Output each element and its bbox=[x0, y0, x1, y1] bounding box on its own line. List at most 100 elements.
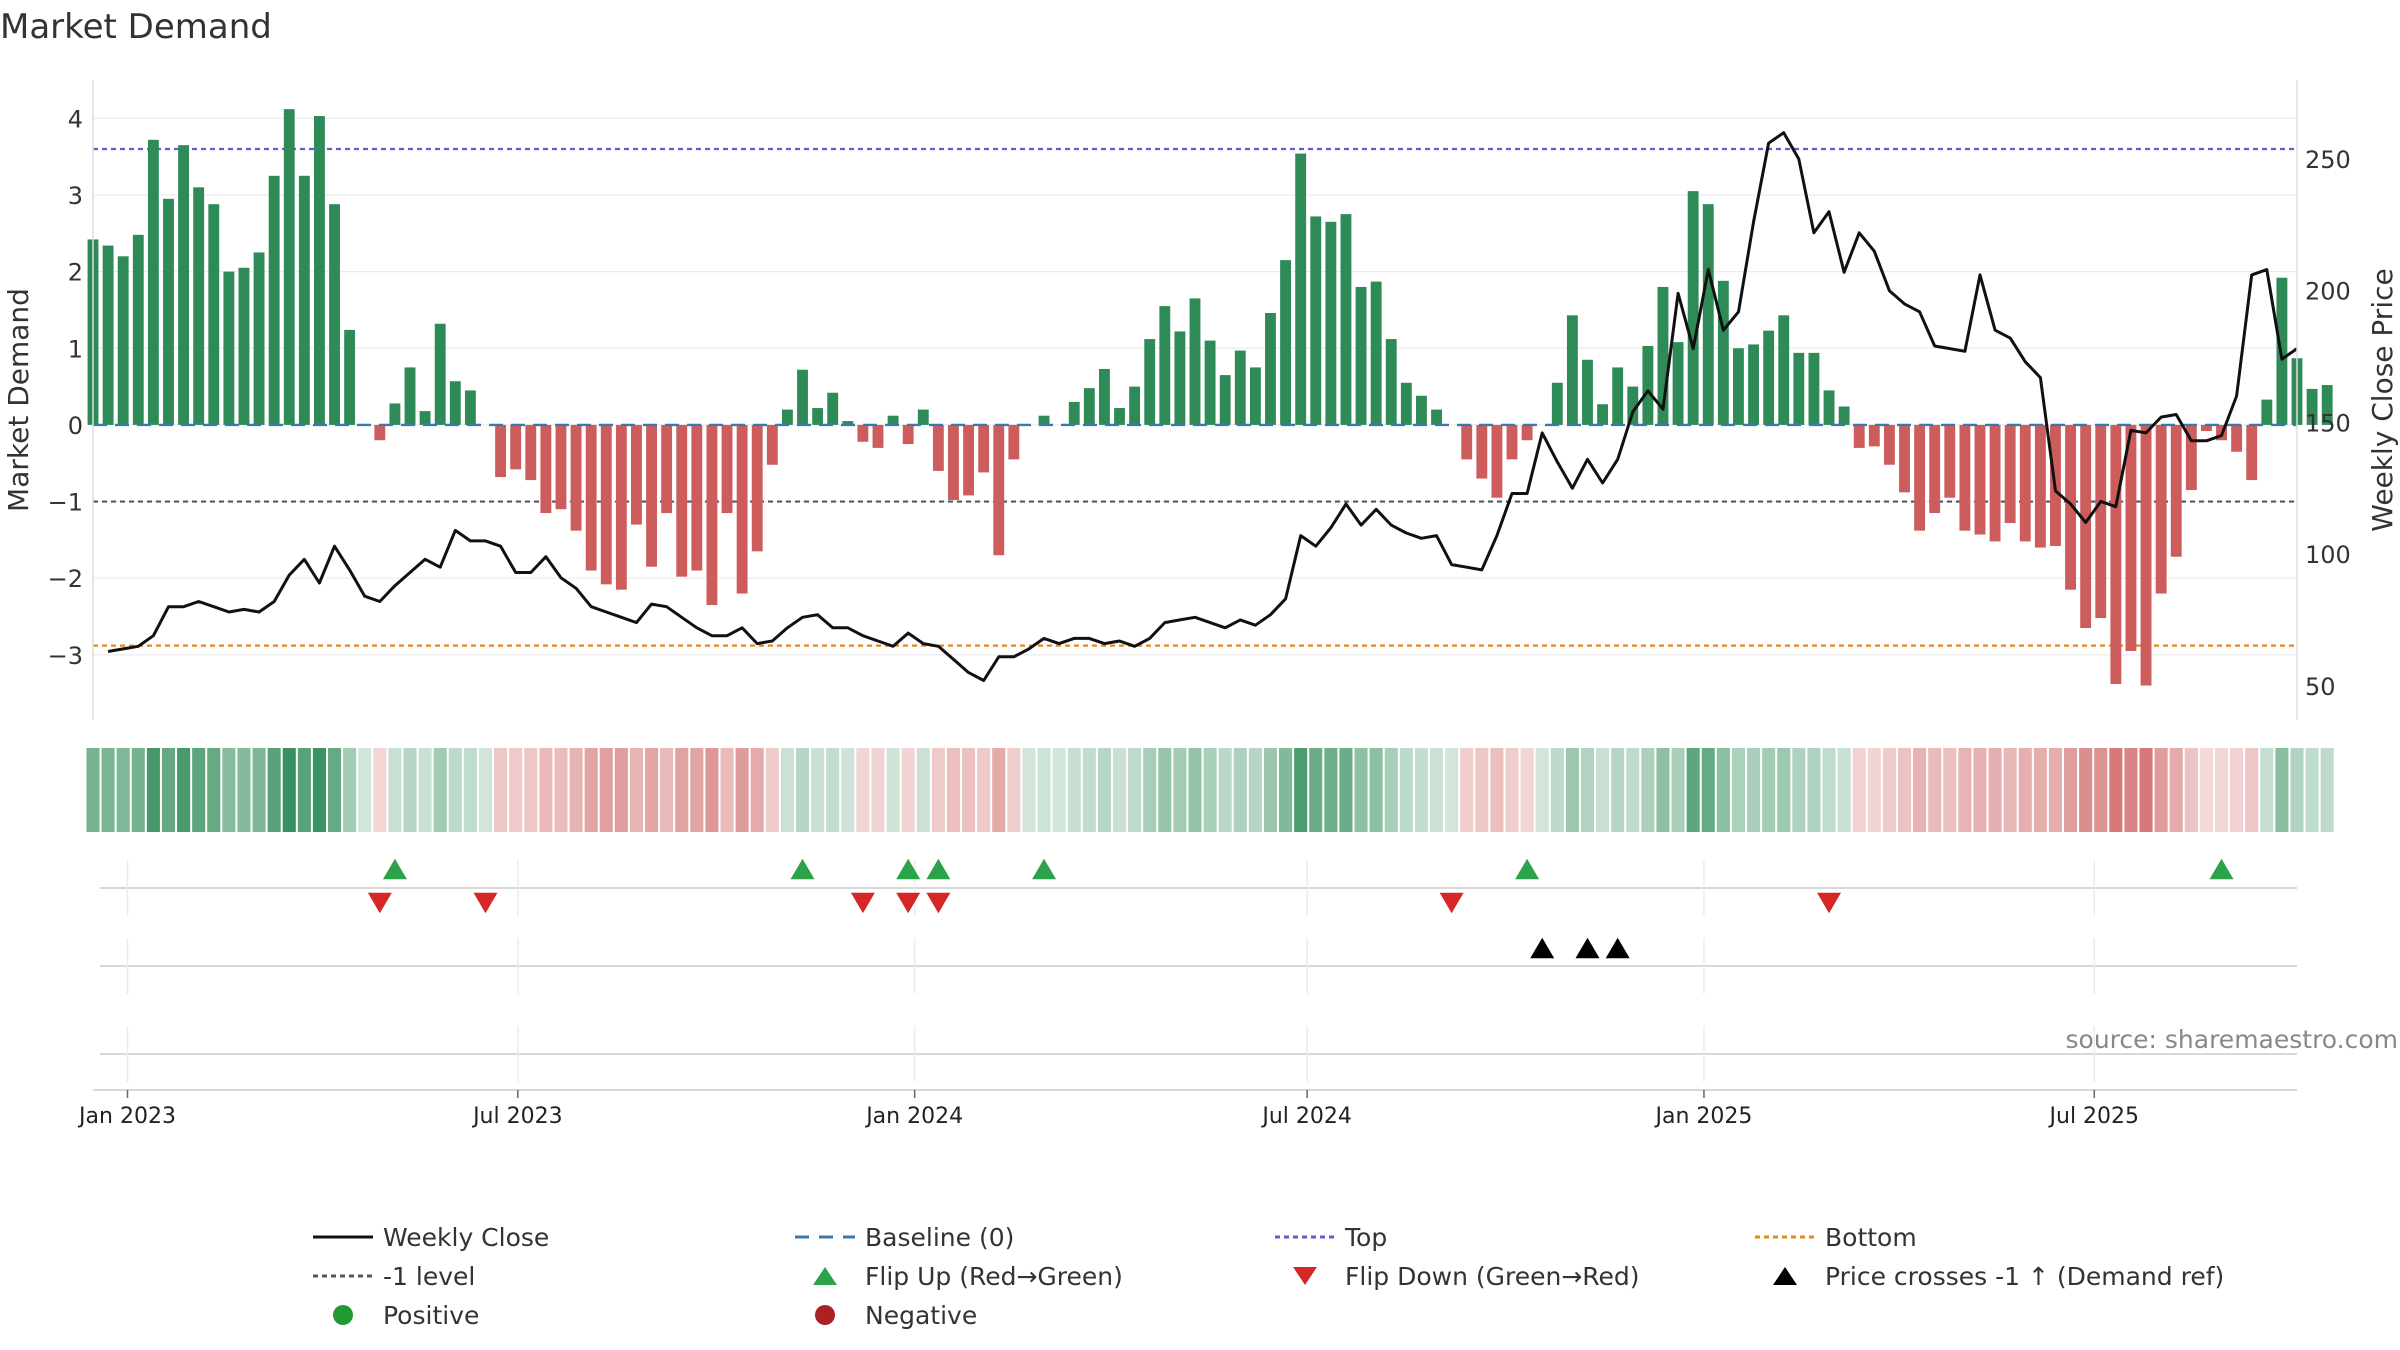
demand-bar bbox=[691, 424, 703, 571]
strip-cell bbox=[1928, 748, 1942, 832]
demand-bar bbox=[1974, 424, 1986, 535]
strip-cell bbox=[1022, 748, 1036, 832]
strip-cell bbox=[1596, 748, 1610, 832]
strip-cell bbox=[327, 748, 342, 832]
y-tick-label: 1 bbox=[68, 335, 83, 363]
demand-bar bbox=[721, 424, 733, 514]
strip-cell bbox=[690, 748, 704, 832]
demand-bar bbox=[2231, 424, 2243, 452]
demand-bar bbox=[178, 145, 190, 425]
demand-bar bbox=[2110, 424, 2122, 684]
legend-item: Baseline (0) bbox=[795, 1223, 1014, 1252]
strip-cell bbox=[146, 748, 160, 832]
strip-cell bbox=[433, 748, 447, 832]
x-tick-label: Jan 2023 bbox=[77, 1104, 176, 1129]
strip-cell bbox=[1958, 748, 1972, 832]
demand-bar bbox=[1914, 424, 1926, 531]
strip-cell bbox=[192, 748, 206, 832]
strip-cell bbox=[584, 748, 598, 832]
demand-bar bbox=[2140, 424, 2152, 686]
x-tick-label: Jul 2023 bbox=[471, 1104, 563, 1129]
demand-bar bbox=[2019, 424, 2031, 542]
strip-cell bbox=[494, 748, 508, 832]
y-tick-label: −2 bbox=[48, 565, 83, 593]
price-series bbox=[107, 131, 2298, 682]
legend-item: Flip Down (Green→Red) bbox=[1293, 1262, 1640, 1291]
strip-cell bbox=[1762, 748, 1776, 832]
demand-bar bbox=[102, 245, 114, 425]
strip-cell bbox=[1626, 748, 1640, 832]
demand-bar bbox=[344, 329, 356, 425]
demand-bar bbox=[2185, 424, 2197, 491]
strip-cell bbox=[1490, 748, 1504, 832]
strip-cell bbox=[1429, 748, 1444, 832]
strip-cell bbox=[1520, 748, 1534, 832]
demand-bar bbox=[193, 187, 205, 425]
demand-bar bbox=[1582, 359, 1593, 425]
strip-cell bbox=[811, 748, 825, 832]
demand-bar bbox=[1189, 298, 1201, 425]
demand-bar bbox=[661, 424, 673, 514]
strip-cell bbox=[207, 748, 221, 832]
demand-bar bbox=[1400, 382, 1412, 425]
demand-bar bbox=[419, 411, 431, 425]
demand-bar bbox=[510, 424, 522, 470]
strip-cell bbox=[2064, 748, 2078, 832]
strip-cell bbox=[931, 748, 945, 832]
strip-cell bbox=[1656, 748, 1670, 832]
strip-cell bbox=[1988, 748, 2002, 832]
legend-label: Price crosses -1 ↑ (Demand ref) bbox=[1825, 1262, 2224, 1291]
legend-label: Weekly Close bbox=[383, 1223, 549, 1252]
strip-cell bbox=[463, 748, 477, 832]
demand-bar bbox=[585, 424, 597, 571]
strip-cell bbox=[2275, 748, 2289, 832]
strip-cell bbox=[2018, 748, 2032, 832]
demand-bar bbox=[1325, 221, 1337, 425]
strip-cell bbox=[1007, 748, 1021, 832]
strip-cell bbox=[1369, 748, 1383, 832]
demand-bar bbox=[223, 271, 235, 425]
strip-cell bbox=[1248, 748, 1262, 832]
strip-cell bbox=[222, 748, 236, 832]
strip-cell bbox=[524, 748, 538, 832]
strip-cell bbox=[780, 748, 794, 832]
strip-cell bbox=[1897, 748, 1912, 832]
flip-up-marker bbox=[790, 858, 815, 880]
demand-bar bbox=[2034, 424, 2046, 548]
strip-cell bbox=[1837, 748, 1851, 832]
flip-down-marker bbox=[926, 892, 951, 914]
strip-cell bbox=[1565, 748, 1579, 832]
demand-bar bbox=[1793, 352, 1805, 425]
demand-bar bbox=[1068, 401, 1080, 425]
demand-bar bbox=[706, 424, 718, 606]
strip-cell bbox=[1792, 748, 1806, 832]
demand-bar bbox=[948, 424, 959, 501]
demand-bar bbox=[464, 390, 476, 425]
strip-cell bbox=[1852, 748, 1866, 832]
strip-cell bbox=[2154, 748, 2168, 832]
strip-cell bbox=[1882, 748, 1896, 832]
strip-cell bbox=[1671, 748, 1685, 832]
strip-cell bbox=[267, 748, 281, 832]
legend-label: Flip Up (Red→Green) bbox=[865, 1262, 1123, 1291]
strip-cell bbox=[901, 748, 915, 832]
demand-bar bbox=[238, 267, 250, 425]
demand-bar bbox=[2125, 424, 2137, 652]
demand-bar bbox=[1370, 281, 1382, 425]
demand-bar bbox=[797, 369, 808, 425]
y-tick-label: 0 bbox=[68, 412, 83, 440]
strip-cell bbox=[1913, 748, 1927, 832]
demand-bar bbox=[449, 381, 461, 425]
strip-cell bbox=[1701, 748, 1715, 832]
demand-bar bbox=[1144, 339, 1156, 425]
strip-cell bbox=[1973, 748, 1987, 832]
demand-bar bbox=[434, 323, 446, 425]
demand-bar bbox=[1733, 348, 1744, 425]
strip-cell bbox=[856, 748, 870, 832]
y-tick-label: 2 bbox=[68, 259, 83, 287]
demand-bar bbox=[132, 234, 144, 425]
strip-cell bbox=[599, 748, 613, 832]
strip-cell bbox=[2169, 748, 2183, 832]
strip-cell bbox=[509, 748, 523, 832]
demand-bar bbox=[1174, 331, 1186, 425]
